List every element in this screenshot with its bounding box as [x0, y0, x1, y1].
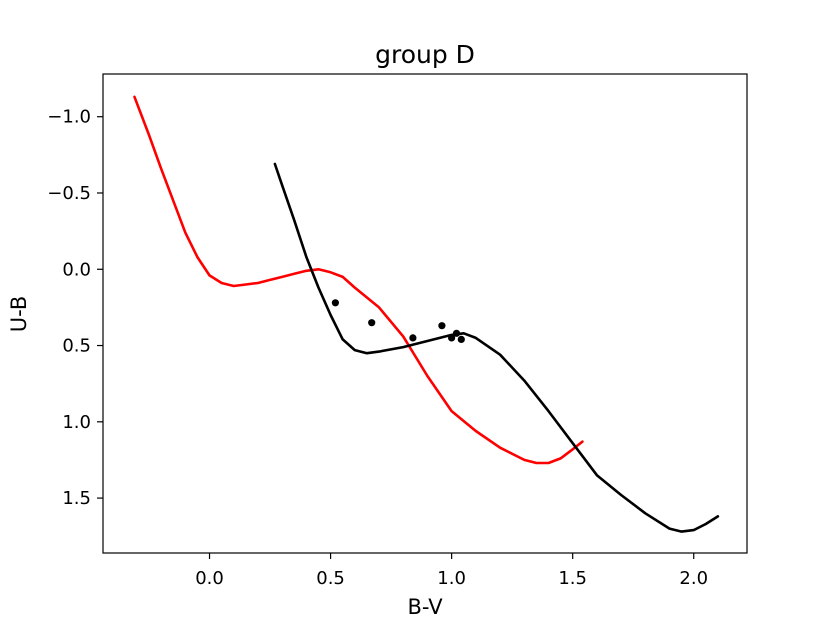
- plot-frame: [102, 73, 748, 554]
- data-point: [368, 319, 376, 327]
- data-point: [438, 322, 446, 330]
- x-tick-label: 0.0: [195, 568, 224, 589]
- data-point: [409, 334, 417, 342]
- x-tick-label: 0.5: [316, 568, 345, 589]
- y-tick-label: 1.5: [62, 488, 91, 509]
- x-tick-label: 1.5: [558, 568, 587, 589]
- data-point: [448, 334, 456, 342]
- y-axis-ticks: −1.0 −0.5 0.0 0.5 1.0 1.5: [47, 107, 103, 509]
- chart-title: group D: [375, 40, 475, 69]
- series-line-0: [133, 95, 584, 465]
- y-axis-label: U-B: [7, 296, 31, 333]
- series-layer: [133, 95, 720, 533]
- x-axis-ticks: 0.0 0.5 1.0 1.5 2.0: [195, 553, 708, 589]
- y-tick-label: 0.0: [62, 259, 91, 280]
- x-axis-label: B-V: [407, 595, 443, 619]
- x-tick-label: 1.0: [437, 568, 466, 589]
- data-point: [331, 299, 339, 307]
- x-tick-label: 2.0: [679, 568, 708, 589]
- y-tick-label: −1.0: [47, 107, 91, 128]
- data-point: [457, 335, 465, 343]
- y-tick-label: 1.0: [62, 412, 91, 433]
- y-tick-label: −0.5: [47, 183, 91, 204]
- series-line-1: [273, 162, 720, 533]
- data-point: [452, 329, 461, 337]
- y-tick-label: 0.5: [62, 336, 91, 357]
